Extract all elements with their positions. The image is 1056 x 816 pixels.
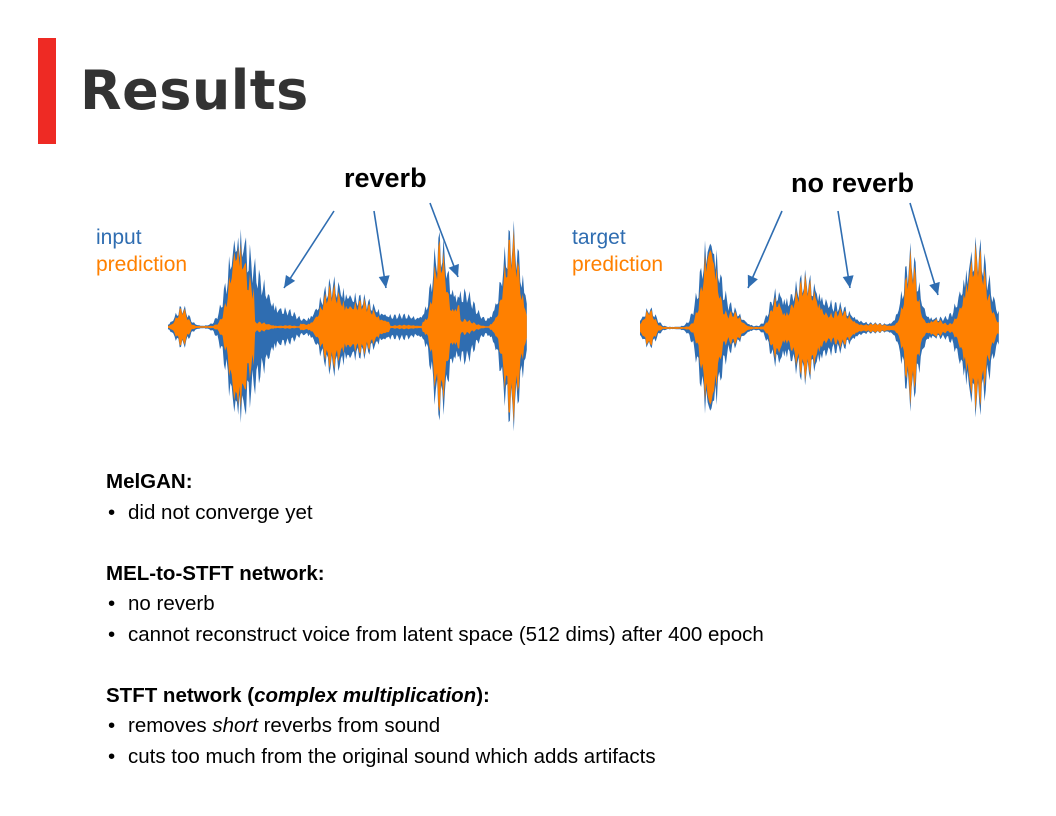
waveform-plot-reverb — [168, 202, 527, 432]
waveform-prediction — [168, 229, 527, 423]
arrowhead — [747, 274, 758, 288]
legend-prediction-left: prediction — [96, 253, 188, 276]
arrowhead — [929, 281, 940, 295]
legend-left: input prediction — [96, 224, 187, 278]
arrowhead — [378, 275, 390, 288]
bullet-mel-to-stft-2: cannot reconstruct voice from latent spa… — [106, 620, 764, 651]
heading-melgan: MelGAN: — [106, 470, 193, 493]
legend-target: target — [572, 226, 626, 249]
bullet-stft-2: cuts too much from the original sound wh… — [106, 742, 764, 773]
legend-prediction-right: prediction — [572, 253, 664, 276]
arrow-line — [837, 210, 851, 289]
heading-mel-to-stft: MEL-to-STFT network: — [106, 561, 325, 585]
arrowhead — [842, 275, 854, 288]
waveform-plot-no-reverb — [640, 202, 999, 418]
title-accent-bar — [38, 38, 56, 144]
arrowhead — [448, 263, 459, 277]
arrow-line — [373, 210, 387, 289]
bullet-mel-to-stft-1: no reverb — [106, 589, 764, 620]
callout-reverb: reverb — [344, 163, 427, 193]
arrow-line — [429, 202, 459, 278]
arrow-line — [747, 210, 783, 289]
callout-no-reverb: no reverb — [791, 168, 915, 198]
arrowhead — [284, 274, 296, 288]
legend-right: target prediction — [572, 224, 663, 278]
waveform-prediction — [640, 243, 999, 411]
arrow-line — [909, 202, 939, 296]
results-notes: MelGAN: did not converge yet MEL-to-STFT… — [106, 467, 764, 772]
legend-input: input — [96, 226, 142, 249]
bullet-stft-1: removes short reverbs from sound — [106, 711, 764, 742]
heading-stft: STFT network (complex multiplication): — [106, 683, 490, 707]
arrow-line — [283, 210, 335, 289]
page-title: Results — [80, 59, 309, 122]
bullet-melgan-1: did not converge yet — [106, 498, 764, 529]
